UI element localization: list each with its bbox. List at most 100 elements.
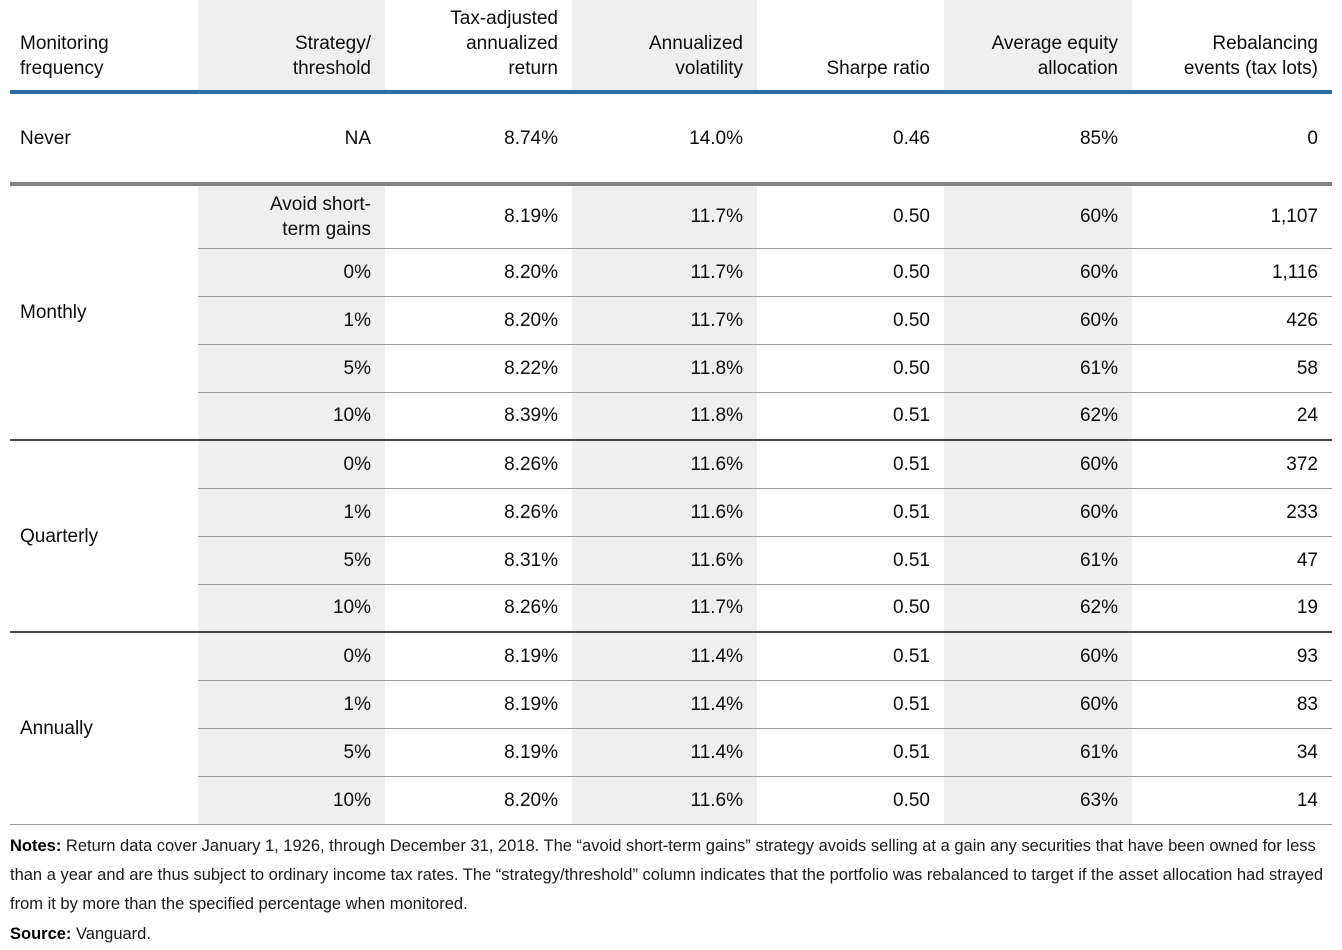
col-header-tax-adjusted-return: Tax-adjusted annualized return (385, 0, 572, 95)
row-quarterly-5pct: 5% 8.31% 11.6% 0.51 61% 47 (10, 535, 1332, 585)
col-header-average-equity-allocation: Average equity allocation (944, 0, 1132, 95)
cell-events: 24 (1132, 391, 1332, 441)
cell-events: 93 (1132, 631, 1332, 681)
cell-return: 8.26% (385, 583, 572, 633)
cell-sharpe: 0.50 (757, 247, 944, 297)
row-annually-0pct: Annually 0% 8.19% 11.4% 0.51 60% 93 (10, 631, 1332, 825)
cell-events: 0 (1132, 92, 1332, 187)
cell-return: 8.31% (385, 535, 572, 585)
cell-volatility: 11.7% (572, 583, 757, 633)
notes-label: Notes: (10, 836, 62, 855)
cell-equity: 60% (944, 439, 1132, 489)
row-monthly-avoid-stg: Monthly Avoid short- term gains 8.19% 11… (10, 184, 1332, 323)
cell-return: 8.39% (385, 391, 572, 441)
cell-strategy: 5% (198, 343, 385, 393)
row-label-quarterly: Quarterly (10, 439, 198, 633)
cell-equity: 61% (944, 343, 1132, 393)
source-text: Vanguard. (71, 924, 151, 943)
row-label-annually: Annually (10, 631, 198, 825)
cell-volatility: 11.4% (572, 679, 757, 729)
cell-strategy: 0% (198, 439, 385, 489)
cell-sharpe: 0.50 (893, 206, 930, 228)
cell-sharpe: 0.50 (757, 343, 944, 393)
cell-volatility: 11.6% (572, 487, 757, 537)
row-label-monthly: Monthly (20, 302, 87, 324)
cell-sharpe: 0.50 (757, 775, 944, 825)
cell-sharpe: 0.46 (757, 92, 944, 187)
row-annually-10pct: 10% 8.20% 11.6% 0.50 63% 14 (10, 775, 1332, 825)
cell-strategy: 0% (198, 631, 385, 681)
cell-sharpe: 0.51 (757, 535, 944, 585)
cell-events: 233 (1132, 487, 1332, 537)
cell-sharpe: 0.51 (757, 391, 944, 441)
cell-equity: 63% (944, 775, 1132, 825)
cell-sharpe: 0.50 (757, 583, 944, 633)
cell-volatility: 11.7% (572, 247, 757, 297)
cell-equity: 60% (944, 679, 1132, 729)
cell-events: 47 (1132, 535, 1332, 585)
col-header-monitoring-frequency: Monitoring frequency (10, 0, 198, 95)
cell-return: 8.20% (385, 247, 572, 297)
cell-strategy: Avoid short- term gains (198, 184, 385, 249)
row-quarterly-0pct: Quarterly 0% 8.26% 11.6% 0.51 60% 372 (10, 439, 1332, 633)
cell-sharpe: 0.51 (757, 487, 944, 537)
source-label: Source: (10, 924, 72, 943)
cell-strategy: 1% (198, 487, 385, 537)
cell-strategy: 10% (198, 391, 385, 441)
cell-volatility: 11.6% (572, 439, 757, 489)
cell-strategy: 1% (198, 679, 385, 729)
cell-strategy: 10% (198, 583, 385, 633)
cell-volatility: 11.8% (572, 391, 757, 441)
cell-sharpe: 0.51 (757, 631, 944, 681)
cell-strategy: 1% (198, 295, 385, 345)
cell-volatility: 11.6% (572, 775, 757, 825)
cell-events: 83 (1132, 679, 1332, 729)
cell-strategy: 10% (198, 775, 385, 825)
cell-events: 58 (1132, 343, 1332, 393)
cell-return: 8.20% (385, 295, 572, 345)
cell-return: 8.19% (385, 679, 572, 729)
table-header: Monitoring frequency Strategy/ threshold… (10, 0, 1332, 95)
cell-equity: 61% (944, 535, 1132, 585)
row-quarterly-1pct: 1% 8.26% 11.6% 0.51 60% 233 (10, 487, 1332, 537)
cell-events: 14 (1132, 775, 1332, 825)
header-row: Monitoring frequency Strategy/ threshold… (10, 0, 1332, 95)
cell-events: 372 (1132, 439, 1332, 489)
cell-return: 8.19% (385, 727, 572, 777)
cell-events: 1,107 (1270, 206, 1318, 228)
cell-return: 8.74% (385, 92, 572, 187)
cell-sharpe: 0.51 (757, 679, 944, 729)
cell-volatility: 11.7% (572, 295, 757, 345)
cell-equity: 62% (944, 583, 1132, 633)
col-header-annualized-volatility: Annualized volatility (572, 0, 757, 95)
cell-volatility: 14.0% (572, 92, 757, 187)
cell-equity: 60% (944, 184, 1132, 249)
cell-strategy: 5% (198, 535, 385, 585)
cell-strategy: 0% (198, 247, 385, 297)
cell-sharpe: 0.51 (757, 727, 944, 777)
source-paragraph: Source: Vanguard. (10, 920, 1332, 949)
cell-equity: 61% (944, 727, 1132, 777)
col-header-strategy-threshold: Strategy/ threshold (198, 0, 385, 95)
col-header-sharpe-ratio: Sharpe ratio (757, 0, 944, 95)
cell-events: 426 (1132, 295, 1332, 345)
cell-return: 8.26% (385, 439, 572, 489)
notes-paragraph: Notes: Return data cover January 1, 1926… (10, 832, 1332, 919)
cell-equity: 60% (944, 631, 1132, 681)
cell-equity: 60% (944, 247, 1132, 297)
cell-equity: 62% (944, 391, 1132, 441)
cell-return: 8.19% (504, 206, 558, 228)
rebalancing-results-table: Monitoring frequency Strategy/ threshold… (10, 0, 1332, 825)
row-annually-5pct: 5% 8.19% 11.4% 0.51 61% 34 (10, 727, 1332, 777)
cell-return: 8.20% (385, 775, 572, 825)
cell-equity: 85% (944, 92, 1132, 187)
row-monthly-0pct: 0% 8.20% 11.7% 0.50 60% 1,116 (10, 247, 1332, 297)
cell-return: 8.26% (385, 487, 572, 537)
cell-events: 1,116 (1132, 247, 1332, 297)
cell-events: 19 (1132, 583, 1332, 633)
cell-volatility: 11.8% (572, 343, 757, 393)
cell-volatility: 11.4% (572, 631, 757, 681)
notes-block: Notes: Return data cover January 1, 1926… (10, 832, 1332, 949)
cell-volatility: 11.7% (572, 184, 757, 249)
row-quarterly-10pct: 10% 8.26% 11.7% 0.50 62% 19 (10, 583, 1332, 633)
